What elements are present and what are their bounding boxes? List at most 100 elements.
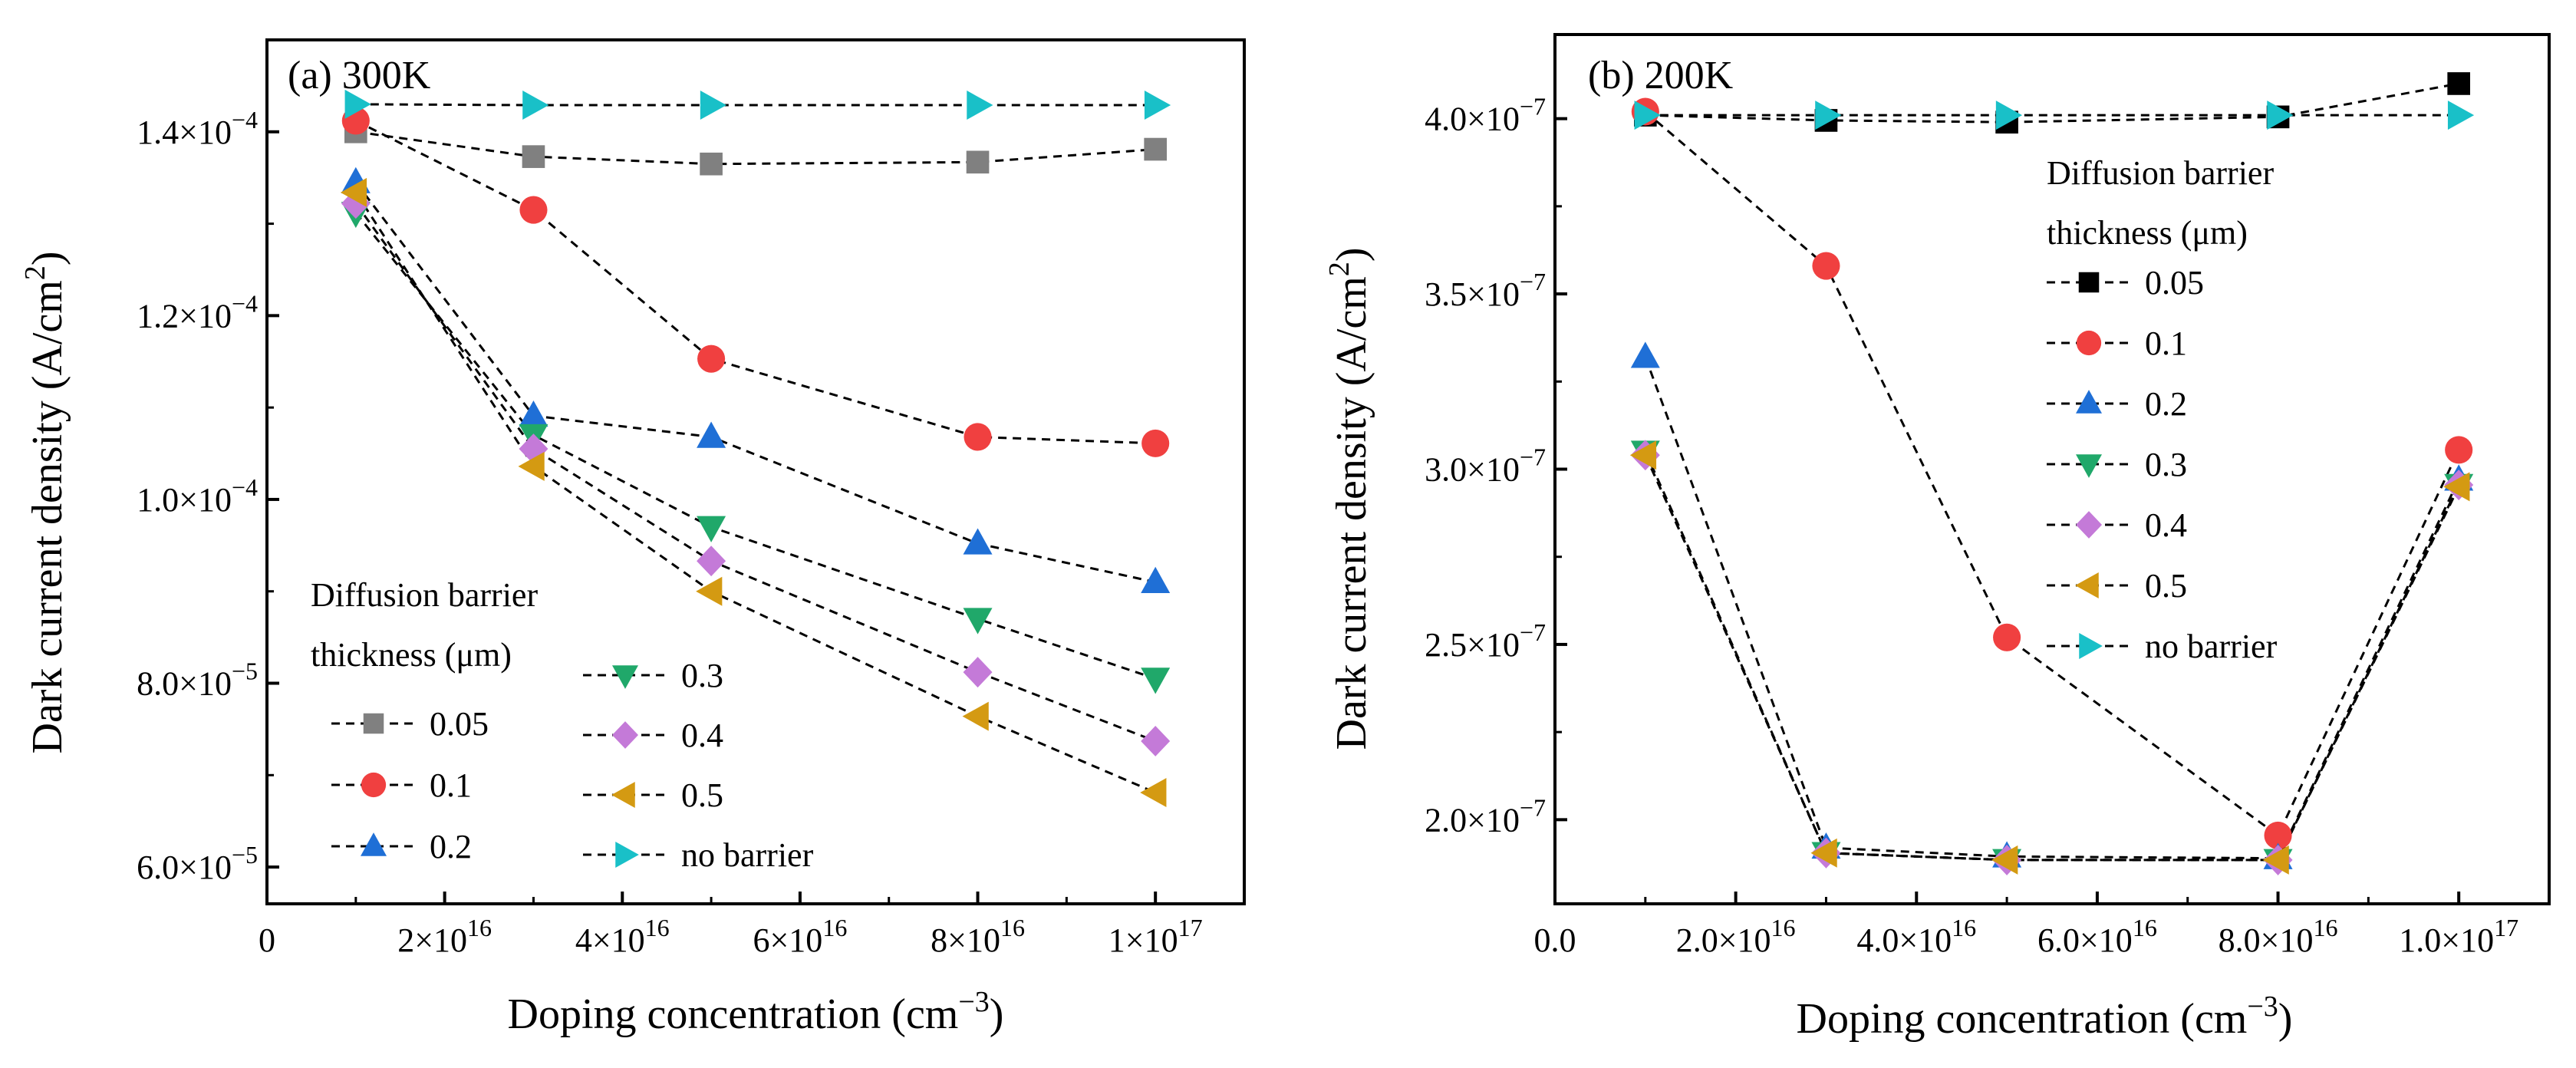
panel-b-point-0p1: [1812, 252, 1840, 280]
panel-a-point-0p5: [340, 177, 367, 207]
panel-b-series-line-0p3: [1644, 451, 2460, 862]
panel-b-legend-marker: [2076, 454, 2102, 478]
panel-b-x-tick-label: 6.0×1016: [2037, 914, 2157, 959]
panel-a-legend-item: 0.3: [583, 657, 723, 694]
panel-a-x-tick-label: 2×1016: [397, 914, 492, 959]
panel-a-legend-marker: [615, 842, 639, 868]
panel-a-y-tick-label: 1.4×10−4: [137, 106, 258, 151]
panel-a-y-axis-label-sup: 2: [19, 265, 51, 280]
panel-a-plot-frame: [265, 38, 1246, 905]
panel-a-x-tick-label: 4×1016: [575, 914, 670, 959]
panel-a-x-axis-label-sup: −3: [958, 986, 989, 1018]
panel-b-x-tick-label: 4.0×1016: [1856, 914, 1976, 959]
panel-b-y-ticks: 2.0×10−7 2.5×10−7 3.0×10−7 3.5×10−7 4.0×10−7: [1425, 93, 1567, 839]
panel-b-legend-item: 0.1: [2047, 325, 2187, 362]
panel-a-y-ticks: 6.0×10−5 8.0×10−5 1.0×10−4 1.2×10−4 1.4×10−4: [137, 106, 279, 886]
panel-b-point-0p5: [1629, 440, 1657, 470]
panel-a-y-axis-label-end: ): [24, 252, 71, 266]
panel-a-point-no-barrier: [967, 91, 993, 120]
panel-a-x-tick-label: 6×1016: [753, 914, 847, 959]
panel-a-legend-label: 0.4: [681, 717, 723, 754]
panel-a-legend-item: no barrier: [583, 836, 814, 874]
panel-a-legend-marker: [363, 713, 384, 734]
panel-b-legend-item: 0.4: [2047, 506, 2187, 544]
panel-a-y-tick-label: 6.0×10−5: [137, 841, 258, 886]
panel-b-legend-marker: [2076, 330, 2102, 356]
panel-b-legend-label: 0.2: [2145, 385, 2187, 423]
panel-b-legend-marker: [2076, 511, 2102, 539]
panel-b-legend-marker: [2079, 633, 2103, 659]
panel-b-y-tick-label: 3.5×10−7: [1425, 268, 1546, 313]
panel-b-series-line-0p05: [1645, 82, 2459, 124]
panel-a-title: (a) 300K: [288, 54, 431, 97]
panel-b-legend-item: 0.5: [2047, 567, 2187, 605]
panel-a-legend-item: 0.05: [331, 705, 489, 743]
panel-a-legend-item: 0.4: [583, 717, 723, 754]
panel-a-point-no-barrier: [344, 89, 371, 119]
panel-a-markers: [340, 89, 1171, 808]
panel-b-point-0p1: [1993, 623, 2021, 651]
panel-a-point-0p4: [697, 546, 726, 577]
panel-b-series-line-0p1: [1644, 110, 2460, 838]
panel-b-legend-items: 0.05 0.1 0.2 0.3 0.4 0.5 no barrier: [2047, 264, 2278, 665]
panel-a-point-0p2: [1141, 566, 1171, 593]
panel-a-y-tick-label: 1.2×10−4: [137, 289, 258, 335]
panel-b-point-0p1: [2445, 436, 2473, 464]
panel-a-legend-title-line2: thickness (μm): [311, 636, 512, 674]
panel-b-point-0p05: [2447, 72, 2471, 95]
panel-a-y-tick-label: 8.0×10−5: [137, 658, 258, 703]
panel-b-legend-title-line1: Diffusion barrier: [2047, 154, 2274, 192]
chart-panel-a: 0 2×1016 4×1016 6×1016 8×1016 1×1017 6.0×10−5…: [19, 38, 1246, 1038]
panel-a-point-0p1: [519, 196, 548, 224]
panel-b-legend-label: 0.1: [2145, 325, 2187, 362]
panel-a-point-0p05: [700, 152, 723, 176]
panel-b-legend-item: 0.3: [2047, 446, 2187, 483]
panel-a-legend-marker: [612, 665, 638, 689]
panel-b-x-tick-label: 2.0×1016: [1676, 914, 1796, 959]
panel-a-legend-item: 0.1: [331, 766, 472, 804]
panel-a-point-0p05: [966, 150, 990, 174]
panel-a-legend-label: 0.05: [430, 705, 489, 743]
panel-b-y-axis-label-text: Dark current density (A/cm: [1328, 276, 1375, 750]
panel-a-x-tick-label: 1×1017: [1108, 914, 1203, 959]
panel-b-x-tick-label: 1.0×1017: [2399, 914, 2518, 959]
panel-a-axes: [265, 38, 1246, 905]
panel-b-x-axis-label-end: ): [2278, 995, 2293, 1043]
panel-b-legend-label: 0.5: [2145, 567, 2187, 605]
panel-b-point-no-barrier: [2267, 101, 2294, 130]
panel-b-markers: [1629, 72, 2475, 875]
panel-a-point-0p4: [519, 433, 548, 465]
panel-a-legend-title-line1: Diffusion barrier: [311, 576, 538, 614]
panel-a-legend-marker: [612, 721, 638, 749]
panel-a-x-axis-label-text: Doping concentration (cm: [508, 991, 959, 1038]
panel-b-point-no-barrier: [1634, 101, 1661, 130]
panel-a-y-tick-label: 1.0×10−4: [137, 473, 258, 519]
panel-a-x-axis-label: Doping concentration (cm−3): [508, 986, 1004, 1038]
panel-a-legend-label: 0.3: [681, 657, 723, 694]
panel-b-point-0p5: [1991, 845, 2018, 875]
panel-a-x-tick-label: 0: [259, 921, 275, 959]
panel-b-point-0p5: [2443, 472, 2470, 502]
panel-b-legend-label: no barrier: [2145, 628, 2278, 665]
panel-b-legend-item: 0.2: [2047, 385, 2187, 423]
panel-a-legend-marker: [611, 782, 635, 808]
panel-a-point-0p1: [697, 344, 726, 373]
panel-a-point-0p05: [1144, 137, 1168, 161]
panel-a-legend-items: 0.05 0.1 0.2 0.3 0.4 0.5 no barrier: [331, 657, 814, 874]
panel-a-legend-marker: [361, 832, 387, 856]
panel-b-point-0p5: [2262, 845, 2289, 875]
panel-b-legend-marker: [2078, 272, 2100, 293]
panel-b-legend-item: 0.05: [2047, 264, 2204, 302]
panel-b-x-axis-label-sup: −3: [2247, 991, 2278, 1023]
panel-b-point-no-barrier: [1815, 101, 1842, 130]
panel-b-legend-title-line2: thickness (μm): [2047, 214, 2248, 252]
panel-a-point-0p5: [518, 451, 545, 481]
panel-a-point-0p5: [962, 701, 989, 731]
chart-panel-b: 0.0 2.0×1016 4.0×1016 6.0×1016 8.0×1016 1.0×1…: [1323, 33, 2551, 1043]
panel-a-x-tick-label: 8×1016: [931, 914, 1025, 959]
panel-b-point-0p5: [1810, 838, 1837, 868]
panel-a-point-0p3: [697, 516, 726, 542]
panel-b-legend-label: 0.4: [2145, 506, 2187, 544]
